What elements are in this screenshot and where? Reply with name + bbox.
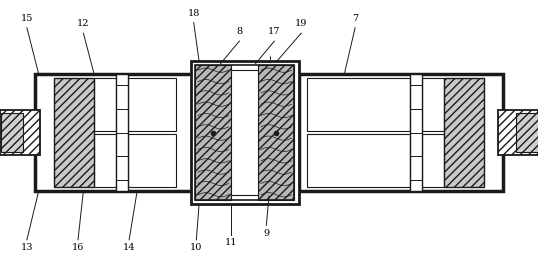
Bar: [516, 113, 538, 152]
Text: 7: 7: [352, 14, 358, 23]
Bar: [422, 78, 444, 131]
Text: 10: 10: [190, 243, 203, 252]
Bar: [195, 65, 231, 200]
Bar: [116, 74, 128, 191]
Bar: [94, 134, 116, 187]
Bar: [128, 78, 176, 131]
Bar: [258, 65, 294, 200]
Bar: [0, 110, 40, 155]
Bar: [94, 78, 116, 131]
Bar: [191, 61, 299, 204]
Bar: [299, 74, 503, 191]
Text: 16: 16: [72, 243, 84, 252]
Bar: [195, 65, 294, 200]
Bar: [410, 74, 422, 191]
Bar: [54, 78, 94, 187]
Text: 14: 14: [123, 243, 136, 252]
Bar: [128, 134, 176, 187]
Text: 8: 8: [236, 27, 243, 36]
Text: 15: 15: [20, 14, 33, 23]
Text: 18: 18: [187, 9, 200, 18]
Text: 9: 9: [263, 229, 270, 238]
Bar: [444, 78, 484, 187]
Text: 19: 19: [295, 19, 308, 28]
Text: 17: 17: [268, 27, 281, 36]
Bar: [35, 74, 239, 191]
Bar: [307, 78, 410, 131]
Text: 13: 13: [20, 243, 33, 252]
Bar: [1, 113, 23, 152]
Text: 12: 12: [77, 19, 90, 28]
Bar: [422, 134, 444, 187]
Text: 11: 11: [225, 238, 238, 247]
Bar: [307, 134, 410, 187]
Bar: [498, 110, 538, 155]
Bar: [231, 70, 258, 195]
